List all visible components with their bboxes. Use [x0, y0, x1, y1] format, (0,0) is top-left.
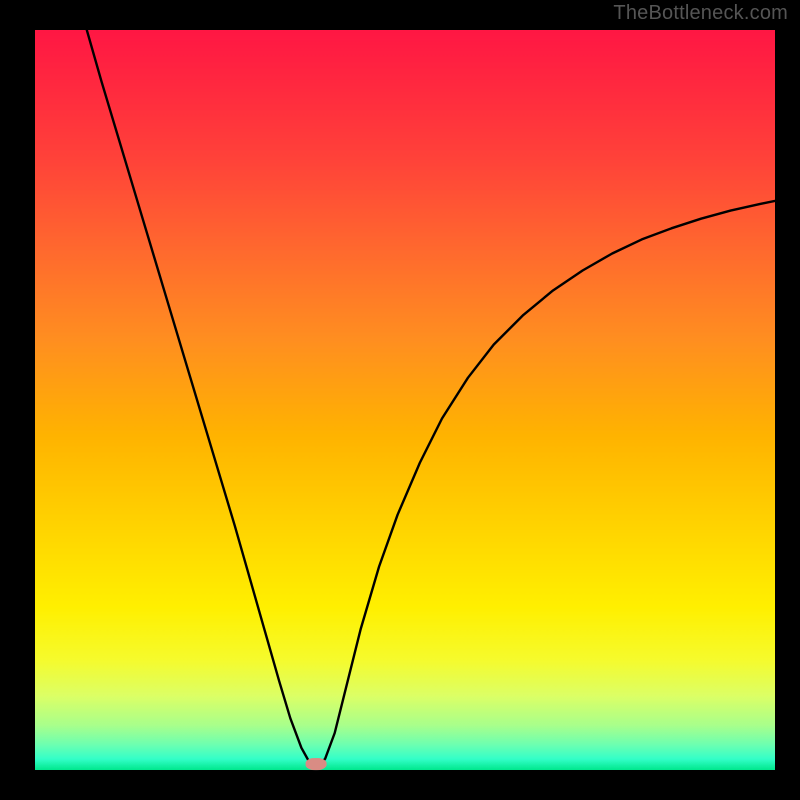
plot-area: [35, 30, 775, 770]
watermark-text: TheBottleneck.com: [613, 2, 788, 25]
optimal-point-marker: [306, 758, 327, 770]
bottleneck-curve: [35, 30, 775, 770]
